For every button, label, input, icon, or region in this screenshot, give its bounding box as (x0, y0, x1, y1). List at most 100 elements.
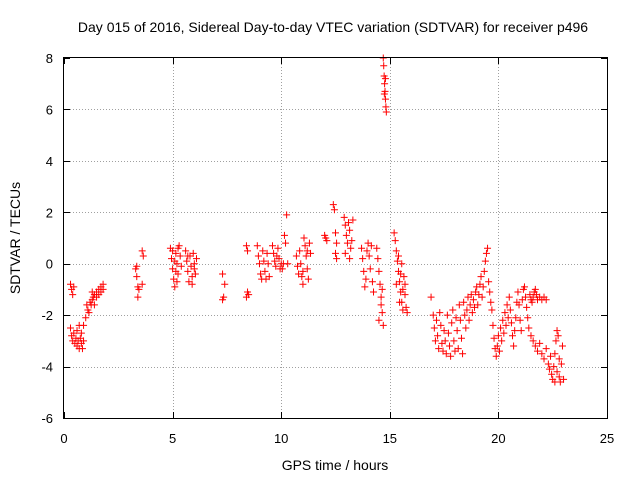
data-point (477, 273, 485, 281)
data-point (304, 275, 312, 283)
x-tick-label: 10 (274, 431, 288, 446)
data-point (520, 283, 528, 291)
data-point (557, 360, 565, 368)
data-point (447, 352, 455, 360)
data-point (133, 273, 141, 281)
data-point (436, 309, 444, 317)
y-axis-label: SDTVAR / TECUs (7, 182, 23, 294)
data-point (376, 280, 384, 288)
data-point (550, 363, 558, 371)
x-tick-label: 5 (169, 431, 176, 446)
data-point (80, 337, 88, 345)
data-point (391, 237, 399, 245)
y-tick-label: -6 (41, 411, 53, 426)
data-point (361, 283, 369, 291)
data-point (174, 244, 182, 252)
data-point (517, 327, 525, 335)
data-point (441, 337, 449, 345)
data-point (282, 239, 290, 247)
data-point (525, 324, 533, 332)
data-point (444, 329, 452, 337)
data-point (90, 301, 98, 309)
data-point (189, 249, 197, 257)
data-point (296, 247, 304, 255)
data-point (524, 314, 532, 322)
y-tick-label: 6 (46, 102, 53, 117)
data-point (85, 309, 93, 317)
data-point (138, 247, 146, 255)
data-point (332, 249, 339, 257)
data-point (560, 375, 568, 383)
data-point (95, 291, 103, 299)
data-point (430, 324, 438, 332)
data-point (378, 285, 386, 293)
data-point (551, 350, 559, 358)
data-point (468, 309, 476, 317)
data-point (502, 321, 510, 329)
data-point (173, 278, 181, 286)
data-point (456, 316, 464, 324)
data-point (138, 280, 146, 288)
data-point (264, 260, 272, 268)
data-point (394, 252, 402, 260)
data-point (478, 293, 486, 301)
data-point (402, 303, 410, 311)
data-point (536, 339, 544, 347)
data-point (244, 247, 252, 255)
data-point (260, 257, 268, 265)
data-point (78, 345, 86, 353)
data-point (302, 252, 310, 260)
data-point (529, 337, 537, 345)
data-point (467, 291, 475, 299)
data-point (367, 242, 375, 250)
data-point (359, 255, 367, 263)
data-point (480, 267, 488, 275)
data-point (544, 360, 552, 368)
data-point (253, 242, 261, 250)
data-point (139, 252, 147, 260)
data-point (431, 337, 439, 345)
data-point (455, 301, 463, 309)
data-point (69, 291, 77, 299)
data-point (375, 316, 383, 324)
data-point (485, 278, 493, 286)
data-point (274, 244, 282, 252)
data-point (219, 296, 227, 304)
data-point (254, 252, 262, 260)
data-point (362, 275, 370, 283)
data-point (379, 321, 387, 329)
data-point (80, 321, 88, 329)
chart-title: Day 015 of 2016, Sidereal Day-to-day VTE… (78, 19, 588, 35)
data-point (392, 280, 400, 288)
data-point (523, 303, 531, 311)
data-point (329, 201, 337, 209)
data-points (67, 54, 568, 386)
data-point (538, 350, 546, 358)
data-point (182, 247, 190, 255)
data-point (548, 370, 556, 378)
data-point (333, 239, 341, 247)
data-point (403, 309, 411, 317)
data-point (555, 373, 563, 381)
data-point (531, 285, 539, 293)
data-point (397, 270, 405, 278)
data-point (183, 257, 191, 265)
data-point (190, 265, 198, 273)
y-axis: -6 -4 -2 0 2 4 6 8 (41, 51, 607, 426)
data-point (171, 283, 179, 291)
data-point (375, 267, 383, 275)
data-point (343, 239, 351, 247)
x-tick-label: 20 (491, 431, 505, 446)
data-point (553, 327, 561, 335)
data-point (340, 213, 348, 221)
data-point (191, 270, 199, 278)
data-point (454, 345, 462, 353)
data-point (533, 347, 541, 355)
data-point (507, 319, 515, 327)
data-point (370, 288, 378, 296)
data-point (257, 270, 265, 278)
data-point (263, 249, 271, 257)
data-point (489, 321, 497, 329)
data-point (487, 298, 495, 306)
